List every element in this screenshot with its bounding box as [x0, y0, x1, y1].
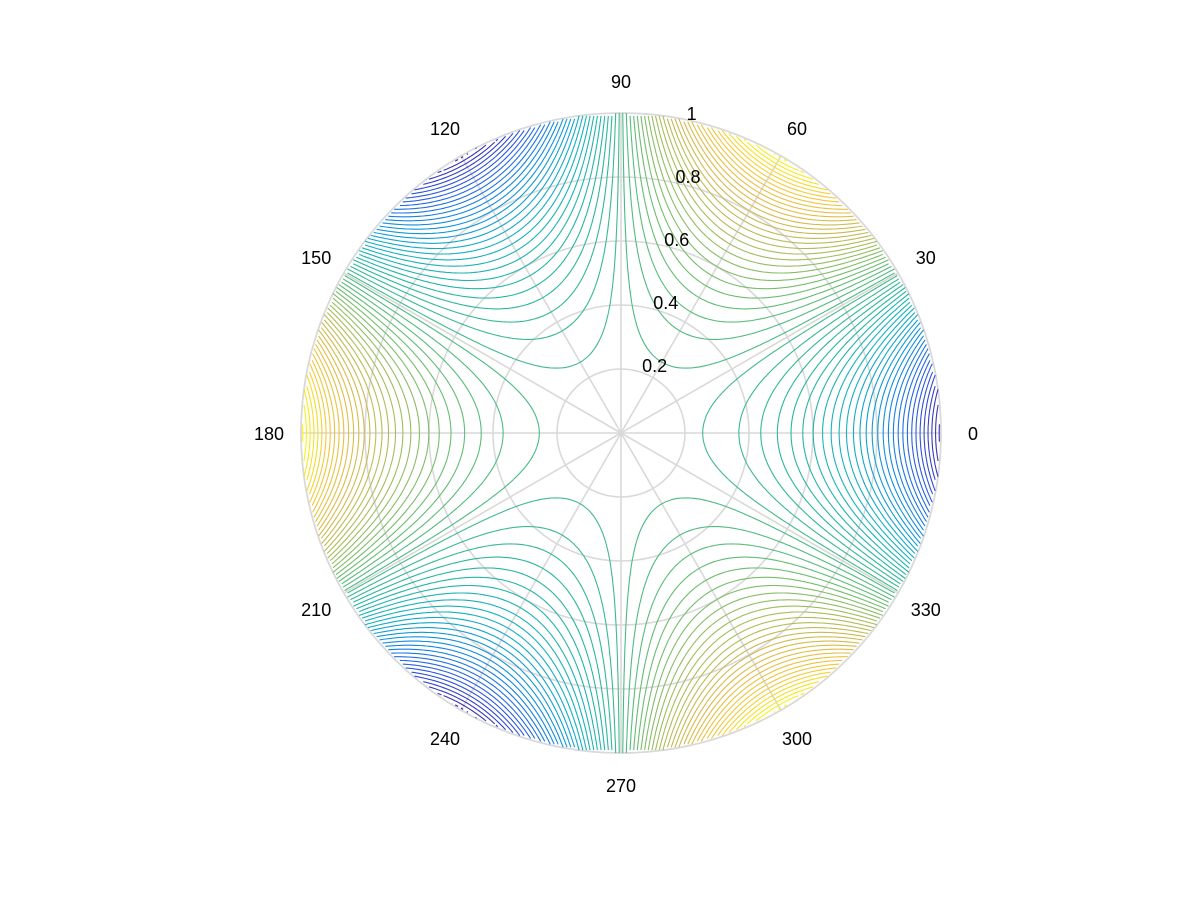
- contour-line: [356, 115, 907, 751]
- contour-line: [302, 147, 790, 719]
- contour-line: [347, 112, 900, 754]
- contour-line: [331, 115, 881, 751]
- contour-line: [385, 121, 924, 745]
- angular-grid-line: [343, 272, 622, 434]
- theta-tick-label: 150: [301, 248, 331, 268]
- contour-line: [306, 133, 828, 733]
- contour-line: [329, 115, 878, 751]
- contour-lines: [302, 112, 940, 754]
- theta-tick-label: 270: [606, 776, 636, 796]
- r-tick-label: 1: [687, 104, 697, 124]
- theta-tick-label: 0: [968, 424, 978, 444]
- contour-line: [344, 113, 895, 753]
- contour-line: [347, 113, 898, 753]
- r-tick-label: 0.8: [676, 167, 701, 187]
- contour-line: [376, 118, 921, 748]
- contour-line: [423, 135, 936, 731]
- contour-line: [350, 115, 901, 751]
- angular-grid-line: [343, 432, 622, 594]
- contour-line: [402, 127, 931, 739]
- theta-tick-label: 180: [254, 424, 284, 444]
- contour-line: [323, 118, 869, 748]
- theta-tick-label: 120: [430, 119, 460, 139]
- contour-line: [399, 127, 930, 739]
- contour-line: [318, 121, 857, 745]
- theta-tick-label: 240: [430, 729, 460, 749]
- contour-line: [391, 124, 927, 742]
- theta-tick-label: 30: [916, 248, 936, 268]
- contour-line: [414, 133, 936, 733]
- angular-grid-line: [460, 432, 622, 711]
- r-tick-label: 0.2: [642, 356, 667, 376]
- theta-tick-label: 60: [787, 119, 807, 139]
- contour-line: [359, 115, 910, 751]
- contour-line: [338, 115, 889, 751]
- theta-tick-label: 330: [911, 600, 941, 620]
- contour-line: [311, 127, 840, 739]
- contour-line: [303, 138, 817, 728]
- contour-line: [335, 115, 886, 751]
- angular-grid-line: [460, 155, 622, 434]
- contour-line: [341, 115, 892, 751]
- contour-line: [320, 118, 863, 748]
- contour-line: [318, 121, 860, 745]
- contour-line: [342, 112, 895, 754]
- contour-line: [313, 124, 848, 742]
- contour-line: [370, 118, 919, 748]
- contour-line: [326, 115, 875, 751]
- angular-grid-line: [620, 432, 899, 594]
- contour-line: [361, 115, 911, 751]
- contour-line: [303, 144, 805, 722]
- contour-line: [308, 130, 831, 736]
- contour-line: [321, 118, 866, 748]
- contour-line: [437, 144, 939, 722]
- contour-line: [323, 118, 872, 748]
- contour-line: [336, 115, 889, 751]
- polar-outer-circle: [300, 112, 942, 754]
- theta-tick-label: 210: [301, 600, 331, 620]
- contour-line: [367, 115, 916, 751]
- contour-line: [405, 130, 933, 736]
- contour-line: [452, 147, 940, 719]
- r-tick-label: 0.6: [664, 230, 689, 250]
- contour-line: [315, 124, 851, 742]
- angular-grid-line: [620, 155, 782, 434]
- theta-tick-label: 90: [611, 72, 631, 92]
- contour-line: [394, 124, 929, 742]
- angular-grid-line: [620, 432, 782, 711]
- angular-grid-line: [620, 272, 899, 434]
- contour-line: [353, 115, 906, 751]
- contour-line: [353, 115, 904, 751]
- polar-grid: [300, 112, 942, 754]
- contour-line: [309, 130, 837, 736]
- contour-line: [306, 135, 819, 731]
- theta-tick-label: 300: [782, 729, 812, 749]
- contour-line: [379, 118, 922, 748]
- tick-labels: 0 30 60 90 120 150 180 210 240 270 300 330 0.2 0.4 0.6…: [254, 72, 978, 796]
- contour-line: [425, 138, 939, 728]
- contour-line: [373, 118, 919, 748]
- contour-line: [382, 121, 924, 745]
- contour-line: [327, 115, 878, 751]
- contour-line: [332, 115, 883, 751]
- contour-line: [411, 130, 934, 736]
- contour-line: [316, 121, 854, 745]
- contour-line: [388, 121, 926, 745]
- contour-line: [359, 115, 910, 751]
- contour-line: [364, 115, 913, 751]
- contour-line: [312, 127, 843, 739]
- contour-line: [364, 115, 915, 751]
- r-tick-label: 0.4: [653, 293, 678, 313]
- contour-line: [332, 115, 883, 751]
